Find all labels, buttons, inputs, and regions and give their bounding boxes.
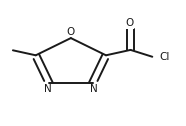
Text: O: O bbox=[126, 18, 134, 28]
Text: N: N bbox=[90, 84, 97, 94]
Text: O: O bbox=[67, 27, 75, 37]
Text: N: N bbox=[44, 84, 52, 94]
Text: Cl: Cl bbox=[160, 52, 170, 62]
